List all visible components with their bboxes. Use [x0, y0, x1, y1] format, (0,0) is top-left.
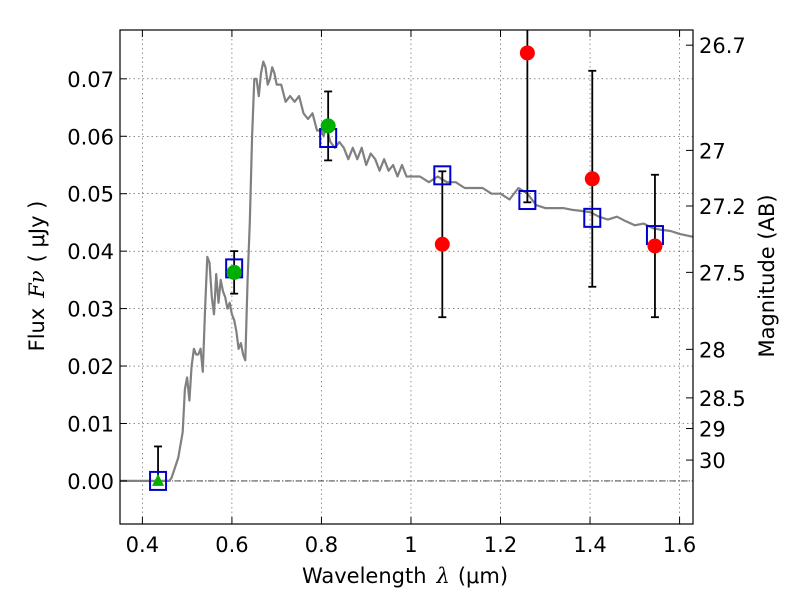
low-significance-point: [647, 238, 663, 254]
model-photometry-square: [518, 190, 537, 211]
x-axis-title-prefix: Wavelength: [302, 564, 427, 588]
y2-tick-label: 28.5: [699, 387, 746, 411]
x-tick-label: 0.8: [305, 533, 338, 557]
y2-tick-label: 26.7: [699, 34, 746, 58]
y-axis-title-symbol: Fν: [25, 270, 49, 299]
x-tick-label: 1: [404, 533, 417, 557]
y-tick-label: 0.06: [67, 125, 114, 149]
y-axis-title-unit: ( μJy ): [25, 201, 49, 263]
x-tick-label: 1.6: [663, 533, 696, 557]
y-tick-label: 0.03: [67, 298, 114, 322]
y-tick-label: 0.01: [67, 412, 114, 436]
y-tick-label: 0.04: [67, 240, 114, 264]
y2-tick-label: 30: [699, 449, 726, 473]
y2-tick-label: 27.2: [699, 195, 746, 219]
x-tick-label: 1.4: [573, 533, 606, 557]
model-photometry-square: [149, 470, 168, 491]
low-significance-point: [434, 236, 450, 252]
model-photometry-square: [583, 207, 602, 228]
y-tick-label: 0.07: [67, 68, 114, 92]
x-tick-label: 0.4: [126, 533, 159, 557]
y-tick-label: 0.05: [67, 183, 114, 207]
upper-limit-triangle: [152, 473, 165, 486]
x-tick-label: 1.2: [484, 533, 517, 557]
y2-tick-label: 27: [699, 139, 726, 163]
model-sed: [120, 60, 694, 482]
y2-axis-title: Magnitude (AB): [755, 194, 779, 357]
y2-tick-label: 29: [699, 418, 726, 442]
y2-tick-label: 27.5: [699, 261, 746, 285]
detection-point: [226, 264, 242, 280]
model-photometry-square: [433, 165, 452, 186]
y-tick-label: 0.00: [67, 470, 114, 494]
y2-tick-label: 28: [699, 338, 726, 362]
x-axis-title-unit: (μm): [458, 564, 508, 588]
y-axis-title: Flux Fν ( μJy ): [25, 201, 49, 352]
low-significance-point: [519, 45, 535, 61]
x-tick-label: 0.6: [215, 533, 248, 557]
error-bars: [154, 30, 659, 481]
plot-frame: [119, 29, 694, 525]
tick-labels: 0.4 0.6 0.8 1 1.2 1.4 1.6 0.00 0.01 0.02 0.03 0.04 0…: [67, 34, 746, 557]
ticks: [120, 30, 693, 524]
grid: [120, 30, 693, 524]
x-axis-title: Wavelength λ (μm): [302, 564, 508, 588]
model-sed-line: [120, 60, 694, 482]
x-axis-title-symbol: λ: [436, 564, 450, 588]
observed-points: [152, 45, 663, 486]
detection-point: [320, 118, 336, 134]
y-tick-label: 0.02: [67, 355, 114, 379]
low-significance-point: [584, 171, 600, 187]
y-axis-title-prefix: Flux: [25, 308, 49, 352]
